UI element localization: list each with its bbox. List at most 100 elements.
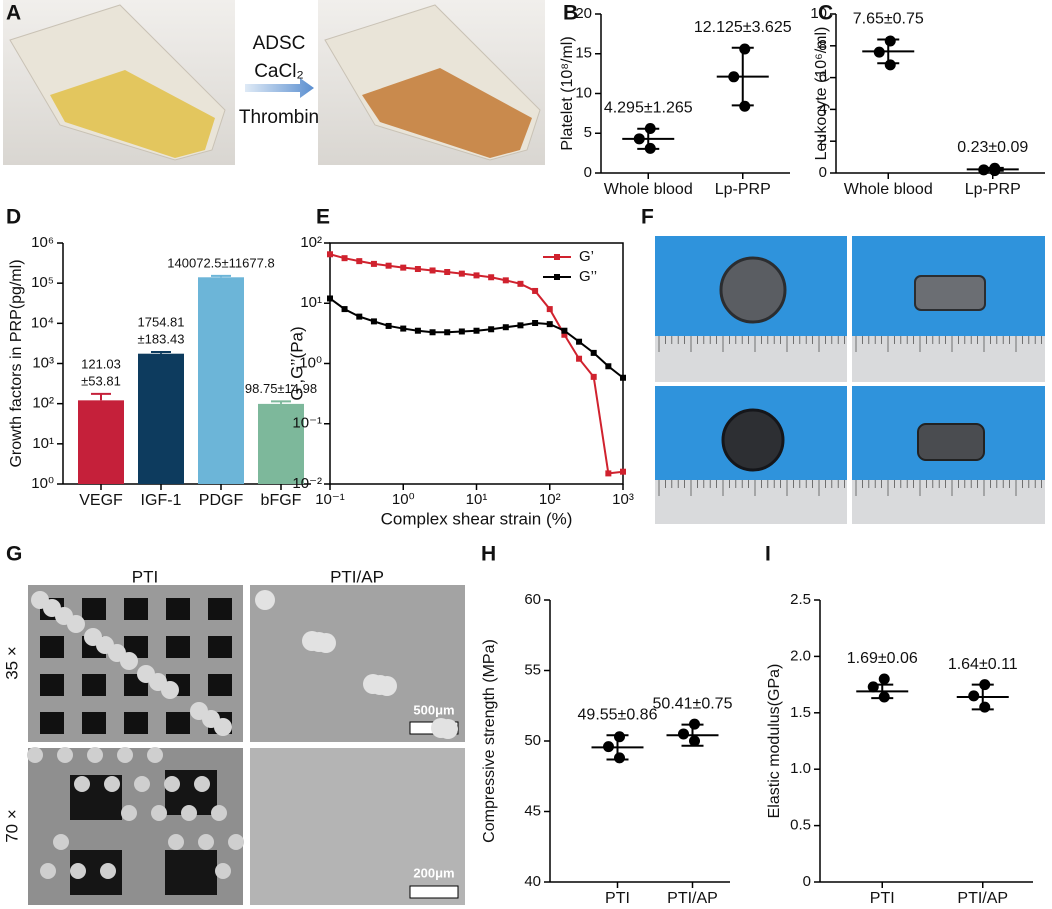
- pore: [82, 712, 106, 734]
- arrow-label: Thrombin: [239, 107, 319, 128]
- point: [356, 258, 363, 265]
- value-label: 121.03: [81, 356, 121, 371]
- column-label: PTI/AP: [330, 567, 384, 586]
- pore: [166, 712, 190, 734]
- point: [603, 741, 614, 753]
- point: [444, 269, 451, 276]
- point: [414, 266, 421, 273]
- y-tick-label: 10: [575, 84, 592, 101]
- y-axis-label: Compressive strength (MPa): [481, 639, 498, 843]
- point: [576, 338, 583, 345]
- point: [979, 679, 991, 691]
- pore: [208, 636, 232, 658]
- legend-marker: [554, 274, 560, 280]
- y-tick-label: 2: [819, 132, 827, 149]
- point: [400, 264, 407, 271]
- sphere: [194, 776, 210, 792]
- point: [590, 373, 597, 380]
- sphere: [363, 674, 383, 694]
- x-tick-label: 10²: [539, 491, 561, 508]
- point: [728, 71, 740, 83]
- point: [878, 673, 890, 685]
- pore: [82, 598, 106, 620]
- x-tick-label: Whole blood: [604, 181, 693, 198]
- pore: [166, 598, 190, 620]
- value-label: ±183.43: [138, 331, 185, 346]
- y-tick-label: 10⁻¹: [292, 415, 322, 432]
- scale-bar-label: 500μm: [413, 702, 454, 717]
- x-tick-label: IGF-1: [141, 492, 182, 509]
- panel-label: B: [563, 2, 578, 25]
- row-label: 35 ×: [2, 646, 21, 680]
- point: [414, 327, 421, 334]
- sphere: [67, 615, 85, 633]
- legend-label: G’: [579, 248, 594, 265]
- point: [561, 331, 568, 338]
- photo-g: [27, 585, 465, 905]
- y-tick-label: 0.5: [790, 817, 811, 834]
- value-label: 1754.81: [138, 314, 185, 329]
- point: [458, 270, 465, 277]
- x-tick-label: Lp-PRP: [715, 181, 771, 198]
- y-tick-label: 55: [524, 661, 541, 678]
- value-label: 49.55±0.86: [578, 706, 658, 723]
- sphere: [27, 747, 43, 763]
- series-line: [329, 297, 624, 379]
- point: [873, 46, 885, 58]
- x-tick-label: PTI/AP: [667, 890, 718, 907]
- arrow-label: ADSC: [253, 33, 306, 54]
- y-tick-label: 0: [803, 873, 811, 890]
- x-tick-label: PDGF: [199, 492, 244, 509]
- point: [370, 260, 377, 267]
- point: [576, 355, 583, 362]
- point: [644, 122, 656, 134]
- panel-label: G: [6, 543, 22, 566]
- pore: [208, 598, 232, 620]
- point: [979, 701, 991, 713]
- point: [989, 165, 1001, 177]
- point: [429, 267, 436, 274]
- sphere: [57, 747, 73, 763]
- point: [546, 321, 553, 328]
- y-tick-label: 60: [524, 591, 541, 608]
- panel-label: I: [765, 543, 771, 566]
- point: [488, 326, 495, 333]
- series-line: [329, 253, 624, 475]
- pore: [40, 636, 64, 658]
- pore: [124, 712, 148, 734]
- point: [532, 287, 539, 294]
- point: [739, 43, 751, 55]
- point: [978, 164, 990, 176]
- bar: [78, 400, 124, 484]
- y-tick-label: 10⁻²: [292, 475, 322, 492]
- y-tick-label: 4: [819, 100, 827, 117]
- point: [473, 327, 480, 334]
- panel-label: D: [6, 206, 21, 229]
- point: [644, 142, 656, 154]
- y-tick-label: 20: [575, 5, 592, 22]
- point: [689, 718, 700, 730]
- sphere: [181, 805, 197, 821]
- point: [546, 306, 553, 313]
- x-tick-label: PTI: [605, 890, 630, 907]
- x-tick-label: PTI/AP: [957, 890, 1008, 907]
- x-tick-label: 10³: [612, 491, 634, 508]
- ruler: [655, 480, 847, 524]
- point: [370, 318, 377, 325]
- y-tick-label: 5: [584, 124, 592, 141]
- legend-label: G’’: [579, 268, 597, 285]
- point: [502, 277, 509, 284]
- ruler: [852, 336, 1045, 382]
- y-tick-label: 2.5: [790, 591, 811, 608]
- photo-a: [3, 0, 545, 165]
- y-tick-label: 10: [810, 5, 827, 22]
- point: [458, 328, 465, 335]
- row-label: 70 ×: [2, 809, 21, 843]
- y-tick-label: 50: [524, 732, 541, 749]
- y-tick-label: 10⁰: [299, 354, 322, 371]
- y-tick-label: 10²: [300, 234, 322, 251]
- y-tick-label: 2.0: [790, 647, 811, 664]
- y-tick-label: 6: [819, 69, 827, 86]
- point: [884, 59, 896, 71]
